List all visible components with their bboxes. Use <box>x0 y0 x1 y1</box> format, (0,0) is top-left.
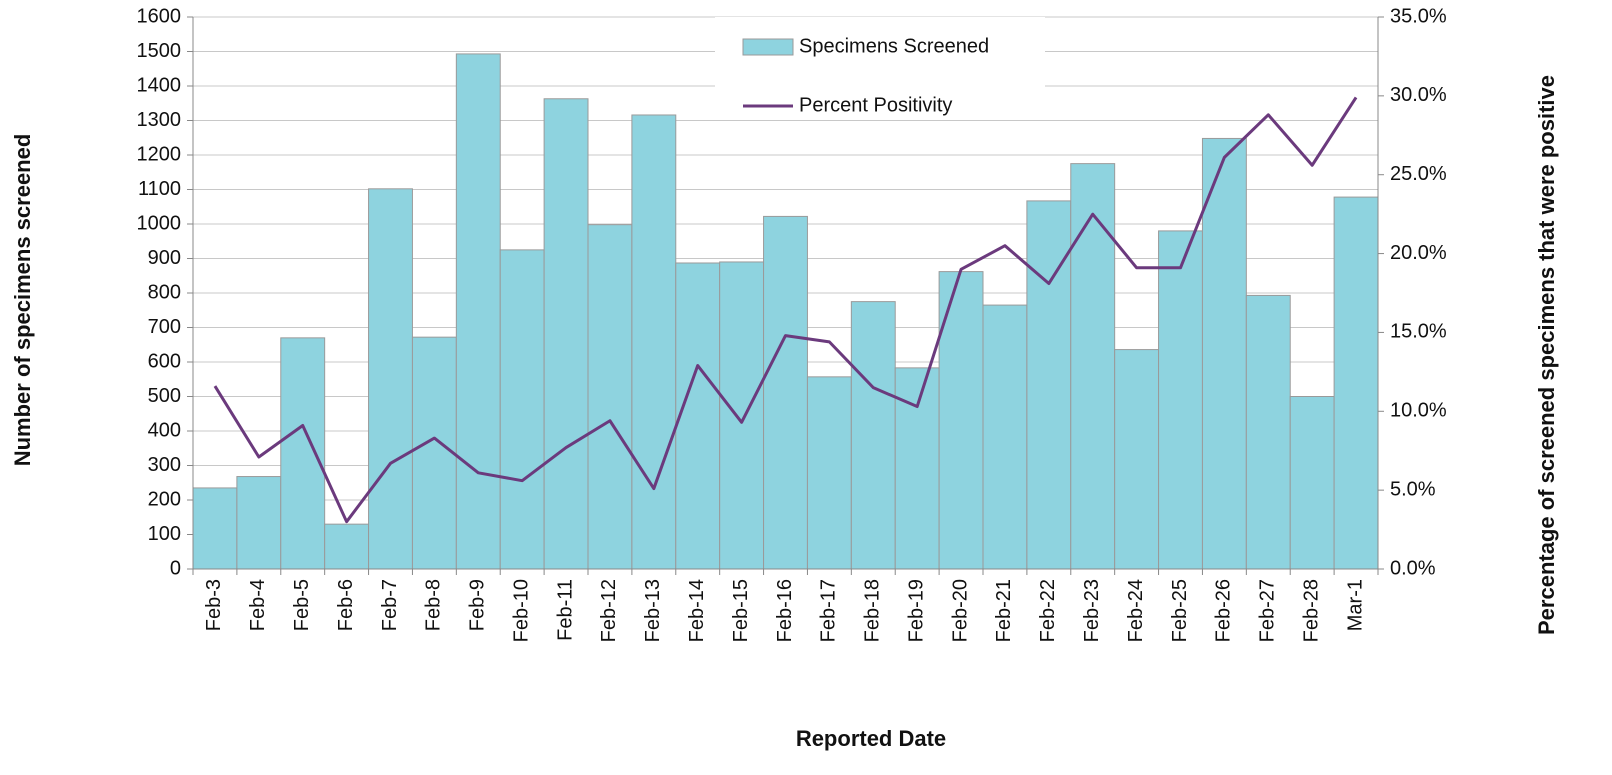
x-tick-label: Feb-28 <box>1300 579 1322 642</box>
y-tick-label: 800 <box>148 281 181 303</box>
bar <box>1114 349 1160 570</box>
y-tick-label: 500 <box>148 385 181 407</box>
y-tick-label: 1400 <box>137 74 182 96</box>
bar <box>1333 196 1379 570</box>
y-tick-label: 1300 <box>137 109 182 131</box>
x-tick-label: Feb-21 <box>993 579 1015 642</box>
bar <box>631 114 677 570</box>
legend-box <box>715 17 1045 120</box>
x-tick-label: Feb-10 <box>510 579 532 642</box>
y-tick-label: 700 <box>148 316 181 338</box>
bar <box>763 215 808 570</box>
y-tick-label: 1000 <box>137 212 182 234</box>
bar <box>719 261 765 570</box>
x-tick-label: Feb-13 <box>642 579 664 642</box>
x-tick-label: Feb-9 <box>467 579 489 631</box>
y2-tick-label: 5.0% <box>1390 478 1436 500</box>
bar <box>806 376 852 570</box>
x-tick-label: Feb-6 <box>335 579 357 631</box>
x-tick-label: Feb-17 <box>818 579 840 642</box>
y-tick-label: 200 <box>148 488 181 510</box>
legend: Specimens Screened Percent Positivity <box>715 17 1045 120</box>
x-tick-label: Feb-24 <box>1125 579 1147 642</box>
x-tick-label: Feb-25 <box>1169 579 1191 642</box>
bar <box>1201 137 1247 570</box>
bar <box>499 249 545 570</box>
y-tick-label: 1100 <box>138 178 181 200</box>
y-tick-label: 100 <box>148 523 181 545</box>
y2-tick-label: 15.0% <box>1390 321 1447 343</box>
y-tick-label: 600 <box>148 350 181 372</box>
bar <box>1070 163 1116 570</box>
line <box>213 96 1358 524</box>
y-tick-label: 1500 <box>137 40 182 62</box>
y-axis-title: Number of specimens screened <box>10 134 35 467</box>
bar <box>324 523 370 570</box>
x-tick-label: Feb-15 <box>730 579 752 642</box>
y2-tick-label: 20.0% <box>1390 242 1447 264</box>
y2-axis-title: Percentage of screened specimens that we… <box>1534 75 1559 635</box>
x-tick-label: Feb-19 <box>905 579 927 642</box>
bar <box>894 367 940 570</box>
x-axis-title: Reported Date <box>796 726 946 751</box>
x-tick-label: Feb-5 <box>291 579 313 631</box>
bar <box>411 336 457 570</box>
bar <box>982 304 1028 570</box>
x-tick-label: Feb-14 <box>686 579 708 642</box>
x-tick-label: Feb-3 <box>203 579 225 631</box>
bar <box>1158 230 1203 570</box>
x-tick-label: Feb-27 <box>1257 579 1279 642</box>
legend-label: Percent Positivity <box>799 94 952 116</box>
bar <box>455 53 501 570</box>
x-tick-label: Feb-18 <box>862 579 884 642</box>
bar <box>675 262 721 570</box>
legend-swatch <box>742 38 794 56</box>
x-tick-label: Feb-11 <box>554 579 576 641</box>
bar <box>368 188 413 570</box>
y-tick-label: 400 <box>148 419 181 441</box>
legend-label: Specimens Screened <box>799 35 989 57</box>
x-tick-label: Feb-4 <box>247 579 269 631</box>
y-tick-label: 0 <box>170 557 181 579</box>
x-tick-label: Feb-20 <box>949 579 971 642</box>
x-tick-label: Feb-12 <box>598 579 620 642</box>
bar <box>1289 396 1335 570</box>
bar <box>850 301 896 570</box>
y-tick-label: 1200 <box>137 143 182 165</box>
bar <box>192 487 238 570</box>
y-tick-label: 1600 <box>137 5 182 27</box>
y2-tick-label: 0.0% <box>1390 557 1436 579</box>
y-tick-label: 300 <box>148 454 181 476</box>
x-tick-label: Feb-26 <box>1213 579 1235 642</box>
bar <box>236 476 282 570</box>
y2-tick-label: 35.0% <box>1390 5 1447 27</box>
y2-tick-label: 30.0% <box>1390 84 1447 106</box>
x-tick-label: Feb-8 <box>423 579 445 631</box>
bar <box>280 337 326 570</box>
y2-tick-label: 25.0% <box>1390 163 1447 185</box>
x-tick-label: Feb-16 <box>774 579 796 642</box>
y2-tick-label: 10.0% <box>1390 400 1447 422</box>
bar <box>1245 294 1291 570</box>
bar <box>1026 200 1072 570</box>
y-tick-label: 900 <box>148 247 181 269</box>
x-tick-label: Feb-23 <box>1081 579 1103 642</box>
bar <box>587 224 633 570</box>
x-tick-label: Feb-7 <box>379 579 401 631</box>
x-tick-label: Mar-1 <box>1344 579 1366 631</box>
bar <box>543 98 589 570</box>
x-tick-label: Feb-22 <box>1037 579 1059 642</box>
